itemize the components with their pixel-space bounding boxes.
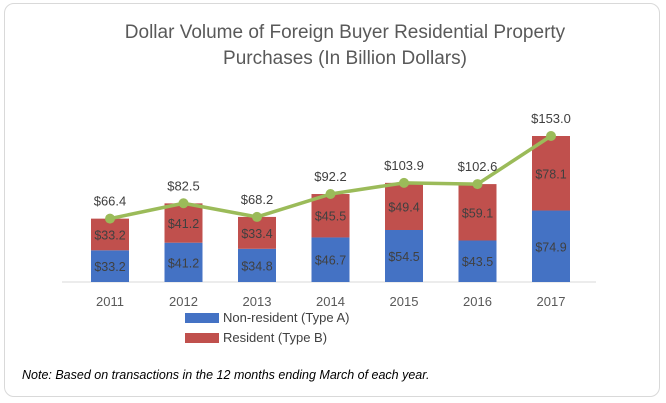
bar-segment-resident [164,203,203,243]
bar-segment-resident [532,136,570,211]
bar-segment-resident [311,194,350,238]
bar-segment-non-resident [532,210,570,282]
data-label-non-resident: $46.7 [315,254,346,268]
total-point [105,213,115,224]
total-point [472,179,483,190]
data-label-resident: $59.1 [462,206,493,220]
total-point [325,189,336,200]
legend-swatch [185,313,219,323]
data-label-non-resident: $33.2 [94,260,125,274]
total-point [178,198,189,209]
data-label-non-resident: $74.9 [535,240,566,254]
data-label-resident: $33.4 [241,227,272,241]
total-point [399,177,409,188]
legend-label: Non-resident (Type A) [223,310,349,325]
x-tick-label: 2011 [96,294,124,309]
data-label-non-resident: $43.5 [462,255,493,269]
data-label-resident: $49.4 [388,200,419,214]
legend-swatch [185,333,219,343]
chart-note: Note: Based on transactions in the 12 mo… [22,368,430,382]
data-label-resident: $33.2 [94,228,125,242]
chart-title-line: Purchases (In Billion Dollars) [223,48,467,69]
x-tick-label: 2016 [463,294,492,309]
x-tick-label: 2017 [537,294,566,309]
data-label-non-resident: $41.2 [168,256,199,270]
bar-segment-non-resident [385,229,423,282]
x-tick-label: 2014 [316,294,345,309]
bar-segment-non-resident [164,242,203,282]
x-tick-label: 2013 [243,294,272,309]
total-label: $153.0 [531,111,571,126]
data-label-non-resident: $34.8 [241,259,272,273]
chart-title-line: Dollar Volume of Foreign Buyer Residenti… [125,22,566,43]
total-point [252,211,262,222]
total-label: $66.4 [94,194,127,209]
total-label: $82.5 [167,178,200,193]
total-label: $68.2 [241,192,274,207]
bar-segment-resident [458,184,497,241]
bar-segment-non-resident [311,237,350,282]
bar-segment-resident [238,216,276,249]
data-label-resident: $41.2 [168,217,199,231]
bar-segment-non-resident [91,250,129,282]
data-label-resident: $78.1 [535,167,566,181]
data-label-non-resident: $54.5 [388,250,419,264]
x-tick-label: 2015 [390,294,419,309]
bar-segment-resident [91,218,129,251]
bar-segment-non-resident [458,240,497,282]
total-label: $92.2 [314,169,347,184]
legend-label: Resident (Type B) [223,330,327,345]
total-point [546,131,556,141]
total-label: $103.9 [384,158,424,173]
bar-segment-non-resident [238,248,276,282]
data-label-resident: $45.5 [315,210,346,224]
total-label: $102.6 [458,159,498,174]
x-tick-label: 2012 [169,294,198,309]
bar-segment-resident [385,182,423,230]
